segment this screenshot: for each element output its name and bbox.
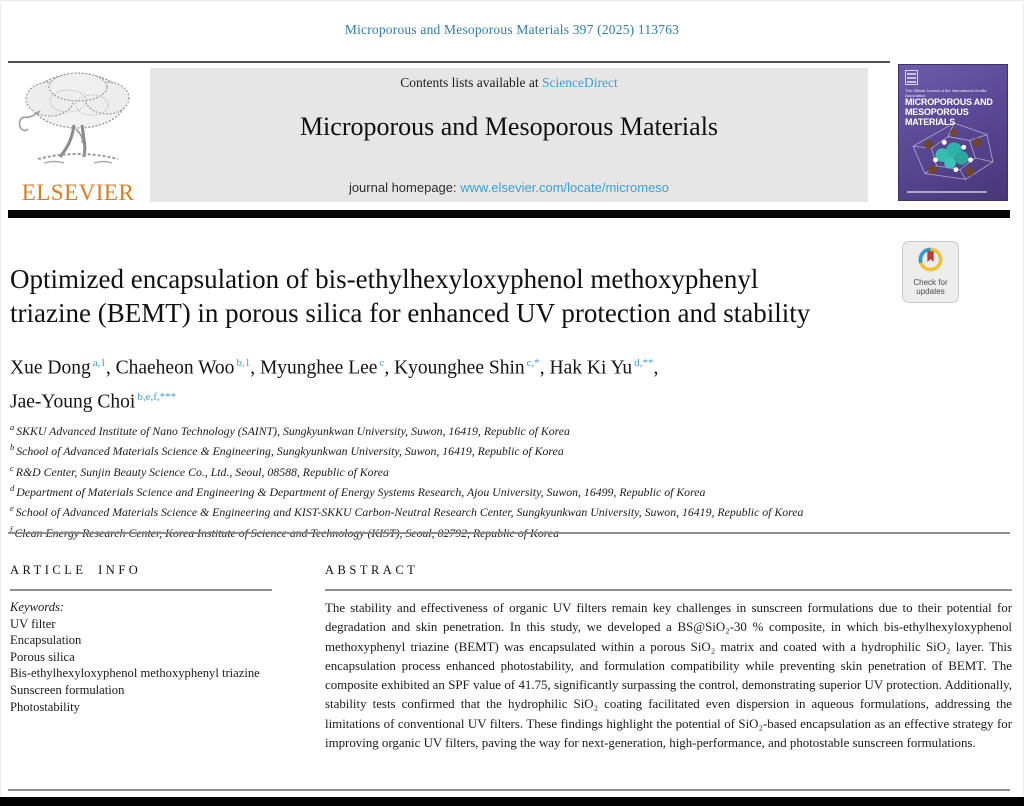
elsevier-logo: ELSEVIER — [10, 66, 146, 210]
section-divider — [8, 532, 1010, 534]
author-name: Myunghee Lee — [259, 357, 378, 379]
author-superscript: c,* — [526, 357, 540, 369]
homepage-prefix: journal homepage: — [348, 180, 461, 195]
author-separator: , — [105, 357, 116, 379]
author-superscript: a,1 — [92, 357, 106, 369]
journal-name: Microporous and Mesoporous Materials — [299, 112, 719, 141]
contents-line: Contents lists available at ScienceDirec… — [150, 75, 868, 91]
homepage-link[interactable]: www.elsevier.com/locate/micromeso — [460, 180, 670, 195]
affiliation-row: d Department of Materials Science and Eng… — [10, 482, 706, 499]
article-info-section: ARTICLE INFO Keywords: UV filter Encapsu… — [10, 563, 272, 715]
author-superscript: c — [379, 357, 385, 369]
author-name: Jae-Young Choi — [10, 391, 136, 412]
keywords-label: Keywords: — [10, 600, 65, 614]
author-list: Xue Dong a,1, Chaeheon Woo b,1, Myunghee L… — [10, 349, 890, 416]
article-title-line2: triazine (BEMT) in porous silica for enh… — [10, 298, 811, 328]
check-updates-icon — [918, 247, 943, 272]
iza-logo-icon — [905, 70, 918, 85]
abstract-heading: ABSTRACT — [325, 563, 419, 577]
author-line1: Xue Dong a,1, Chaeheon Woo b,1, Myunghee L… — [10, 349, 890, 383]
author-separator: , — [384, 357, 395, 379]
affiliation-row: b School of Advanced Materials Science & … — [10, 442, 564, 459]
affiliation-row: c R&D Center, Sunjin Beauty Science Co., … — [10, 462, 389, 479]
abstract-rule — [325, 589, 1012, 591]
author-superscript: d,** — [634, 357, 654, 369]
affiliation-row: f Clean Energy Research Center, Korea Ins… — [10, 523, 560, 540]
keyword-item: Sunscreen formulation — [10, 682, 125, 697]
journal-banner: Contents lists available at ScienceDirec… — [150, 68, 868, 202]
keyword-item: UV filter — [10, 616, 56, 631]
contents-prefix: Contents lists available at — [400, 75, 542, 90]
homepage-line: journal homepage: www.elsevier.com/locat… — [150, 180, 868, 195]
article-title-line1: Optimized encapsulation of bis-ethylhexy… — [10, 264, 759, 294]
journal-cover-thumbnail: The Official Journal of the Internationa… — [898, 64, 1008, 201]
cover-title: MICROPOROUS AND MESOPOROUS MATERIALS — [905, 97, 993, 127]
cover-tagline: The Official Journal of the Internationa… — [905, 88, 987, 98]
sciencedirect-link[interactable]: ScienceDirect — [542, 75, 618, 90]
author-name: Hak Ki Yu — [549, 357, 633, 379]
affiliation-list: a SKKU Advanced Institute of Nano Technol… — [10, 419, 1010, 541]
author-separator: , — [250, 357, 260, 379]
keyword-item: Bis-ethylhexyloxyphenol methoxyphenyl tr… — [10, 666, 260, 681]
article-info-heading: ARTICLE INFO — [10, 563, 142, 577]
check-for-updates-badge[interactable]: Check for updates — [902, 241, 959, 303]
zeolite-molecule-icon — [912, 122, 994, 180]
elsevier-tree-icon — [18, 72, 130, 164]
elsevier-wordmark: ELSEVIER — [21, 180, 135, 205]
header-separator-bar — [8, 210, 1010, 218]
article-title: Optimized encapsulation of bis-ethylhexy… — [10, 262, 890, 330]
affiliation-row: e School of Advanced Materials Science & … — [10, 503, 804, 520]
author-separator: , — [653, 357, 659, 379]
keyword-item: Porous silica — [10, 649, 75, 664]
keyword-item: Photostability — [10, 699, 80, 714]
abstract-section: ABSTRACT The stability and effectiveness… — [325, 563, 1012, 753]
author-line2: Jae-Young Choi b,e,f,*** — [10, 383, 890, 417]
abstract-text: The stability and effectiveness of organ… — [325, 601, 1012, 751]
author-name: Kyounghee Shin — [394, 357, 525, 379]
page-bottom-bar — [0, 797, 1024, 806]
journal-reference: Microporous and Mesoporous Materials 397… — [344, 22, 680, 37]
keywords-block: Keywords: UV filter Encapsulation Porous… — [10, 599, 272, 715]
author-superscript: b,1 — [236, 357, 251, 369]
affiliation-row: a SKKU Advanced Institute of Nano Technol… — [10, 422, 570, 438]
keyword-item: Encapsulation — [10, 633, 82, 648]
author-name: Xue Dong — [10, 357, 91, 379]
article-info-rule — [10, 589, 272, 591]
author-superscript: b,e,f,*** — [137, 390, 177, 403]
footer-divider — [8, 789, 1010, 791]
author-separator: , — [539, 357, 550, 379]
author-name: Chaeheon Woo — [115, 357, 235, 379]
cover-footer-decor — [907, 191, 987, 193]
badge-label: Check for updates — [913, 278, 948, 296]
top-divider — [8, 61, 890, 63]
